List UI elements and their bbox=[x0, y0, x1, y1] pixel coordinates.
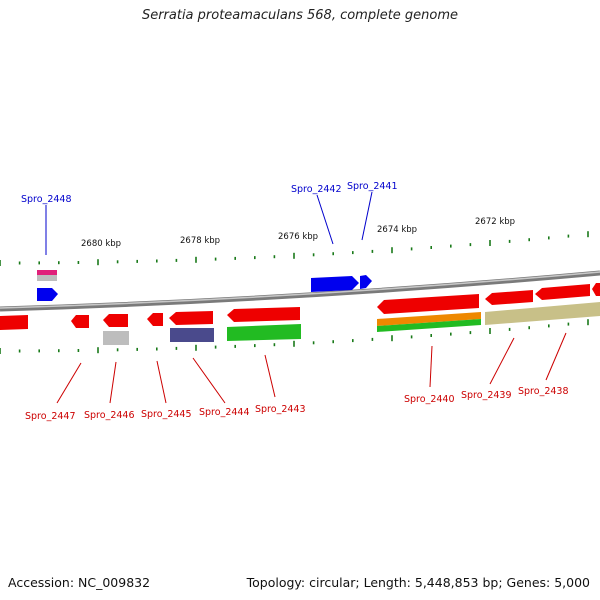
gene-spro-2441[interactable] bbox=[360, 275, 372, 289]
gene-spro-2439[interactable] bbox=[485, 290, 533, 305]
scale-label: 2676 kbp bbox=[278, 232, 318, 242]
gene-spro-2440[interactable] bbox=[377, 294, 479, 314]
gene-spro-2443[interactable] bbox=[227, 307, 300, 322]
gene-label[interactable]: Spro_2442 bbox=[291, 184, 342, 195]
scale-ticks bbox=[0, 231, 589, 354]
gene-label[interactable]: Spro_2438 bbox=[518, 386, 569, 397]
scale-label: 2680 kbp bbox=[81, 239, 121, 249]
gene-spro-2438[interactable] bbox=[535, 284, 590, 300]
gene-label[interactable]: Spro_2440 bbox=[404, 394, 455, 405]
gene-blue[interactable] bbox=[37, 288, 58, 301]
accession-text: Accession: NC_009832 bbox=[8, 575, 151, 590]
leader-lines bbox=[45, 191, 567, 404]
scale-label: 2678 kbp bbox=[180, 236, 220, 246]
scale-label: 2672 kbp bbox=[475, 217, 515, 227]
scale-label: 2674 kbp bbox=[377, 225, 417, 235]
gene-label[interactable]: Spro_2446 bbox=[84, 410, 135, 421]
reverse-strand bbox=[0, 283, 600, 345]
gene-label[interactable]: Spro_2448 bbox=[21, 194, 72, 205]
gene-spro-2447[interactable] bbox=[71, 315, 89, 328]
forward-strand bbox=[37, 270, 372, 301]
gene-label[interactable]: Spro_2444 bbox=[199, 407, 250, 418]
gene-label[interactable]: Spro_2443 bbox=[255, 404, 306, 415]
gene-spro-2446[interactable] bbox=[103, 314, 128, 327]
gene-label[interactable]: Spro_2441 bbox=[347, 181, 398, 192]
gene-spro-2445[interactable] bbox=[147, 313, 163, 326]
genome-summary-text: Topology: circular; Length: 5,448,853 bp… bbox=[246, 575, 590, 590]
gene-label[interactable]: Spro_2439 bbox=[461, 390, 512, 401]
gene-spro-2448[interactable] bbox=[37, 270, 57, 275]
gene-label[interactable]: Spro_2445 bbox=[141, 409, 192, 420]
gene-spro-2442[interactable] bbox=[311, 276, 359, 292]
gene-red[interactable] bbox=[0, 315, 28, 330]
genome-backbone bbox=[0, 270, 600, 312]
genome-title: Serratia proteamaculans 568, complete ge… bbox=[141, 8, 459, 23]
gene-spro-2444[interactable] bbox=[169, 311, 213, 325]
gene-label[interactable]: Spro_2447 bbox=[25, 411, 76, 422]
